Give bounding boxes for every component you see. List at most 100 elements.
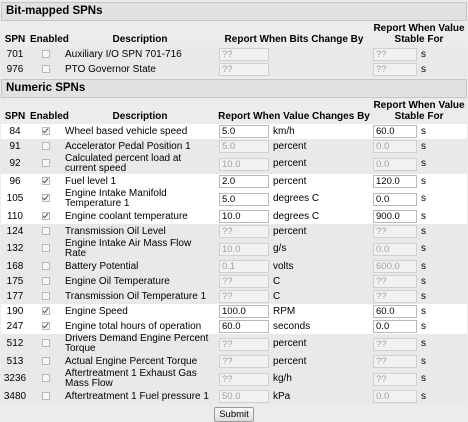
enabled-cell	[29, 189, 63, 209]
enabled-checkbox[interactable]	[42, 276, 50, 285]
enabled-checkbox[interactable]	[42, 391, 50, 400]
description: Engine Intake Air Mass Flow Rate	[65, 238, 192, 259]
stable-input[interactable]: 0.0	[373, 140, 418, 153]
change-input[interactable]: 5.0	[219, 140, 269, 153]
stable-unit: s	[421, 290, 427, 302]
change-input[interactable]: ??	[219, 290, 269, 303]
stable-cell: 0.0	[371, 389, 419, 404]
stable-input[interactable]: ??	[373, 290, 418, 303]
change-input[interactable]: ??	[219, 48, 269, 61]
header-row: SPN Enabled Description Report When Value C…	[1, 98, 467, 124]
spn-row: 124 Transmission Oil Level?? percent?? s	[1, 224, 468, 239]
stable-cell: 60.0	[371, 304, 419, 319]
change-cell: ??	[217, 274, 271, 289]
spn-row: 105 Engine Intake Manifold Temperature 1 5…	[1, 189, 468, 209]
stable-input[interactable]: ??	[373, 63, 417, 76]
change-cell: 10.0	[217, 154, 271, 174]
stable-input[interactable]: 60.0	[373, 305, 418, 318]
section-title: Numeric SPNs	[1, 79, 467, 98]
enabled-cell	[29, 224, 63, 239]
stable-input[interactable]: 0.0	[373, 390, 418, 403]
enabled-checkbox[interactable]	[42, 339, 50, 348]
change-input[interactable]: ??	[219, 355, 269, 368]
change-input[interactable]: ??	[219, 275, 269, 288]
spn-table: SPN Enabled Description Report When Bits Ch…	[1, 21, 467, 77]
spn-number: 190	[6, 305, 24, 317]
stable-cell: ??	[371, 274, 419, 289]
enabled-checkbox[interactable]	[42, 141, 50, 150]
stable-input[interactable]: ??	[373, 275, 418, 288]
unit: degrees C	[273, 210, 320, 222]
enabled-checkbox[interactable]	[42, 49, 50, 58]
description: Actual Engine Percent Torque	[65, 355, 198, 367]
change-input[interactable]: ??	[219, 63, 269, 76]
spn-row: 168 Battery Potential 0.1 volts 600.0 s	[1, 259, 468, 274]
stable-unit: s	[421, 225, 427, 237]
change-input[interactable]: 10.0	[219, 242, 269, 256]
stable-input[interactable]: 0.0	[373, 320, 418, 333]
description: Wheel based vehicle speed	[65, 125, 188, 137]
enabled-cell	[29, 154, 63, 174]
change-input[interactable]: 0.1	[219, 260, 269, 273]
unit: C	[273, 290, 281, 302]
description: Aftertreatment 1 Exhaust Gas Mass Flow	[65, 368, 197, 389]
spn-row: 190 Engine Speed 100.0 RPM 60.0 s	[1, 304, 468, 319]
stable-cell: ??	[371, 334, 419, 354]
enabled-checkbox[interactable]	[42, 159, 50, 168]
spn-row: 976 PTO Governor State???? s	[1, 62, 467, 77]
enabled-checkbox[interactable]	[42, 356, 50, 365]
stable-input[interactable]: 0.0	[373, 157, 418, 171]
stable-input[interactable]: ??	[373, 355, 418, 368]
unit: kPa	[273, 390, 291, 402]
stable-unit: s	[421, 125, 427, 137]
change-input[interactable]: 2.0	[219, 175, 269, 188]
enabled-cell	[29, 319, 63, 334]
description: Engine total hours of operation	[65, 320, 202, 332]
stable-input[interactable]: ??	[373, 48, 417, 61]
enabled-checkbox[interactable]	[42, 194, 50, 203]
change-input[interactable]: 60.0	[219, 320, 269, 333]
change-input[interactable]: 5.0	[219, 125, 269, 138]
stable-input[interactable]: 60.0	[373, 125, 418, 138]
change-input[interactable]: ??	[219, 372, 269, 386]
stable-input[interactable]: 900.0	[373, 210, 418, 223]
stable-input[interactable]: 120.0	[373, 175, 418, 188]
column-header: Report When Value Changes By	[218, 111, 370, 122]
enabled-checkbox[interactable]	[42, 374, 50, 383]
change-input[interactable]: 10.0	[219, 210, 269, 223]
submit-button[interactable]: Submit	[214, 407, 254, 422]
enabled-checkbox[interactable]	[42, 321, 50, 330]
change-input[interactable]: ??	[219, 337, 269, 351]
enabled-checkbox[interactable]	[42, 211, 50, 220]
change-input[interactable]: ??	[219, 225, 269, 238]
enabled-checkbox[interactable]	[42, 244, 50, 253]
enabled-checkbox[interactable]	[42, 261, 50, 270]
change-cell: 2.0	[217, 174, 271, 189]
stable-input[interactable]: ??	[373, 225, 418, 238]
change-input[interactable]: 10.0	[219, 157, 269, 171]
enabled-checkbox[interactable]	[42, 306, 50, 315]
stable-input[interactable]: 0.0	[373, 192, 418, 206]
spn-number: 110	[7, 210, 23, 222]
enabled-checkbox[interactable]	[42, 226, 50, 235]
change-input[interactable]: 5.0	[219, 192, 269, 206]
enabled-checkbox[interactable]	[42, 64, 50, 73]
stable-unit: s	[421, 305, 427, 317]
enabled-cell	[29, 174, 63, 189]
spn-row: 84 Wheel based vehicle speed 5.0 km/h 60.0 s	[1, 124, 468, 139]
stable-input[interactable]: 600.0	[373, 260, 418, 273]
stable-input[interactable]: 0.0	[373, 242, 418, 256]
enabled-cell	[29, 139, 63, 154]
spn-number: 3236	[3, 373, 27, 384]
change-input[interactable]: 100.0	[219, 305, 269, 318]
stable-unit: s	[421, 63, 426, 75]
stable-unit: s	[421, 48, 426, 60]
enabled-checkbox[interactable]	[42, 291, 50, 300]
enabled-cell	[29, 389, 63, 404]
change-input[interactable]: 50.0	[219, 390, 269, 403]
stable-input[interactable]: ??	[373, 337, 418, 351]
enabled-cell	[29, 124, 63, 139]
enabled-checkbox[interactable]	[42, 126, 50, 135]
enabled-checkbox[interactable]	[42, 176, 50, 185]
stable-input[interactable]: ??	[373, 372, 418, 386]
